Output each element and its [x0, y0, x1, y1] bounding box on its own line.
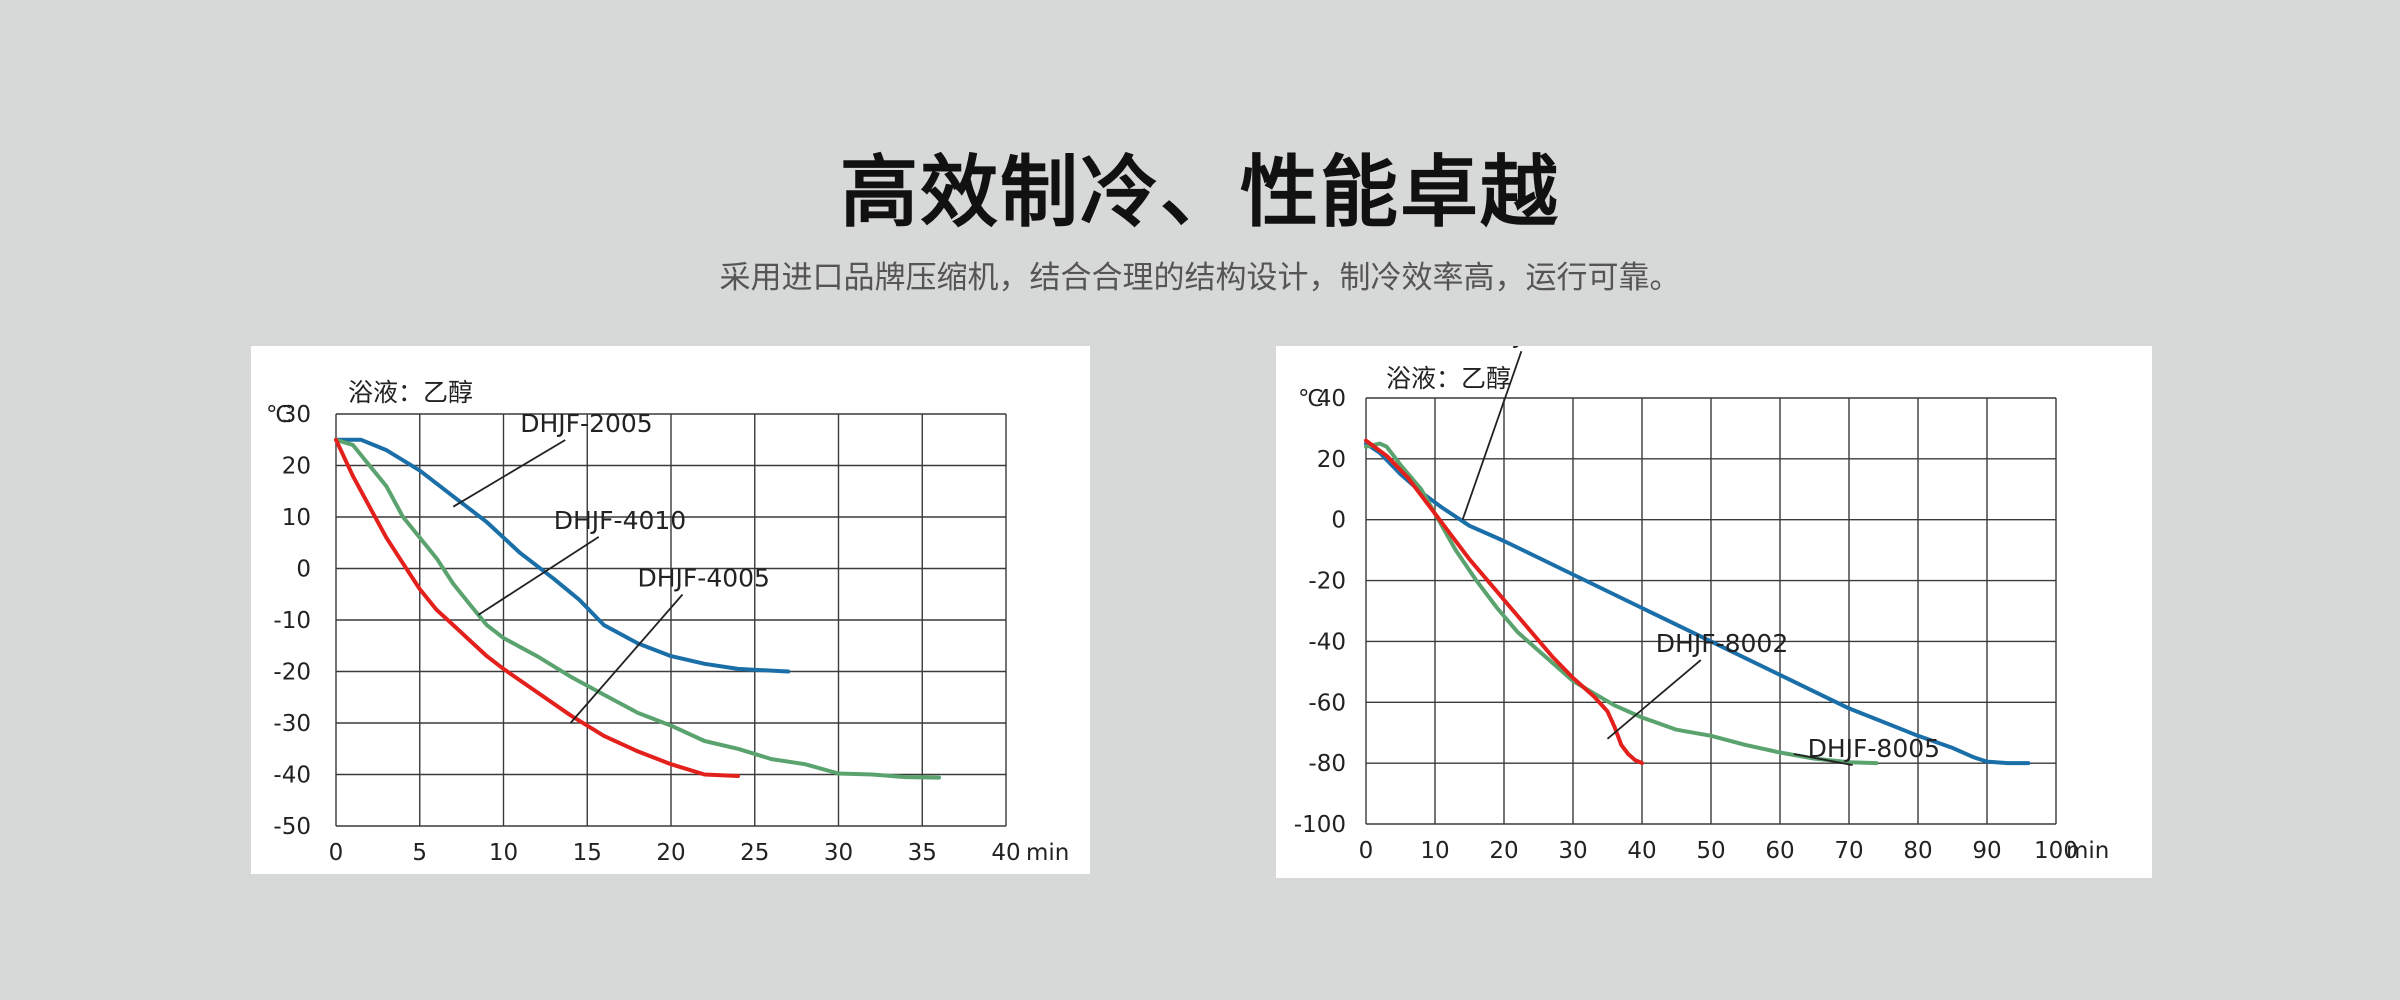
- y-tick-label: -20: [1308, 569, 1346, 595]
- y-axis-label: ℃: [1298, 386, 1324, 412]
- page-subtitle: 采用进口品牌压缩机，结合合理的结构设计，制冷效率高，运行可靠。: [719, 260, 1681, 296]
- series-line: [334, 437, 791, 674]
- x-tick-label: 40: [1627, 838, 1656, 864]
- annotation-leader: [569, 593, 684, 724]
- x-tick-label: 60: [1765, 838, 1794, 864]
- annotation-leader: [477, 536, 600, 616]
- y-tick-label: -10: [273, 608, 311, 634]
- solvent-label: 浴液：乙醇: [1386, 364, 1512, 393]
- solvent-label: 浴液：乙醇: [348, 378, 474, 407]
- x-tick-label: 20: [1489, 838, 1518, 864]
- series-line: [334, 437, 941, 780]
- series-annotation-label: DHJF-8002: [1656, 629, 1788, 658]
- y-tick-label: 0: [296, 557, 311, 583]
- y-tick-label: 20: [1317, 447, 1346, 473]
- y-tick-label: -40: [1308, 629, 1346, 655]
- series-annotation-label: DHJF-4005: [638, 564, 770, 593]
- y-tick-label: 10: [282, 505, 311, 531]
- series-annotation-label: DHJF-8020: [1476, 346, 1608, 349]
- x-tick-label: 5: [412, 840, 427, 866]
- series-annotation-label: DHJF-4010: [554, 506, 686, 535]
- annotation-leader: [1793, 753, 1853, 766]
- x-tick-label: 15: [573, 840, 602, 866]
- y-tick-label: -20: [273, 660, 311, 686]
- x-tick-label: 30: [824, 840, 853, 866]
- x-tick-label: 90: [1972, 838, 2001, 864]
- y-axis-label: ℃: [266, 402, 292, 428]
- series-line: [334, 437, 740, 778]
- x-axis-label: min: [1026, 840, 1069, 866]
- y-tick-label: 40: [1317, 386, 1346, 412]
- page-title: 高效制冷、性能卓越: [839, 148, 1560, 238]
- x-tick-label: 100: [2034, 838, 2078, 864]
- chart-panel-left: 浴液：乙醇 0 5 10 15 20 25 30 35 40 min 30 20 10 0 -10 -20 -3…: [251, 346, 1090, 874]
- y-tick-label: 0: [1331, 508, 1346, 534]
- x-tick-label: 80: [1903, 838, 1932, 864]
- x-tick-label: 10: [489, 840, 518, 866]
- annotation-leader: [1606, 659, 1702, 740]
- x-tick-label: 30: [1558, 838, 1587, 864]
- x-tick-label: 20: [656, 840, 685, 866]
- x-tick-label: 35: [908, 840, 937, 866]
- cooling-chart-left: 0 5 10 15 20 25 30 35 40 min 30 20 10 0 -10 -20 -30 -40 -5…: [266, 402, 1069, 866]
- y-tick-label: -60: [1308, 690, 1346, 716]
- x-tick-label: 50: [1696, 838, 1725, 864]
- series-line: [1364, 438, 1644, 766]
- y-tick-label: -100: [1294, 812, 1346, 838]
- x-tick-label: 10: [1420, 838, 1449, 864]
- y-tick-label: -40: [273, 763, 311, 789]
- x-tick-label: 0: [1359, 838, 1374, 864]
- y-tick-label: -50: [273, 814, 311, 840]
- x-axis-label: min: [2066, 838, 2109, 864]
- annotation-leader: [1461, 350, 1523, 521]
- series-annotation-label: DHJF-8005: [1808, 734, 1940, 763]
- y-tick-label: 30: [282, 402, 311, 428]
- x-tick-label: 0: [329, 840, 344, 866]
- x-tick-label: 25: [740, 840, 769, 866]
- y-tick-label: 20: [282, 454, 311, 480]
- x-tick-label: 40: [991, 840, 1020, 866]
- y-tick-label: -30: [273, 711, 311, 737]
- y-tick-label: -80: [1308, 751, 1346, 777]
- chart-panel-right: 浴液：乙醇 0 10 20 30 40 50 60 70 80 90 100 min 40 20 0 -20 -…: [1276, 346, 2152, 878]
- annotation-leader: [452, 439, 566, 508]
- series-annotation-label: DHJF-2005: [520, 409, 652, 438]
- series-line: [1364, 441, 2031, 766]
- series-line: [1364, 441, 1879, 766]
- x-tick-label: 70: [1834, 838, 1863, 864]
